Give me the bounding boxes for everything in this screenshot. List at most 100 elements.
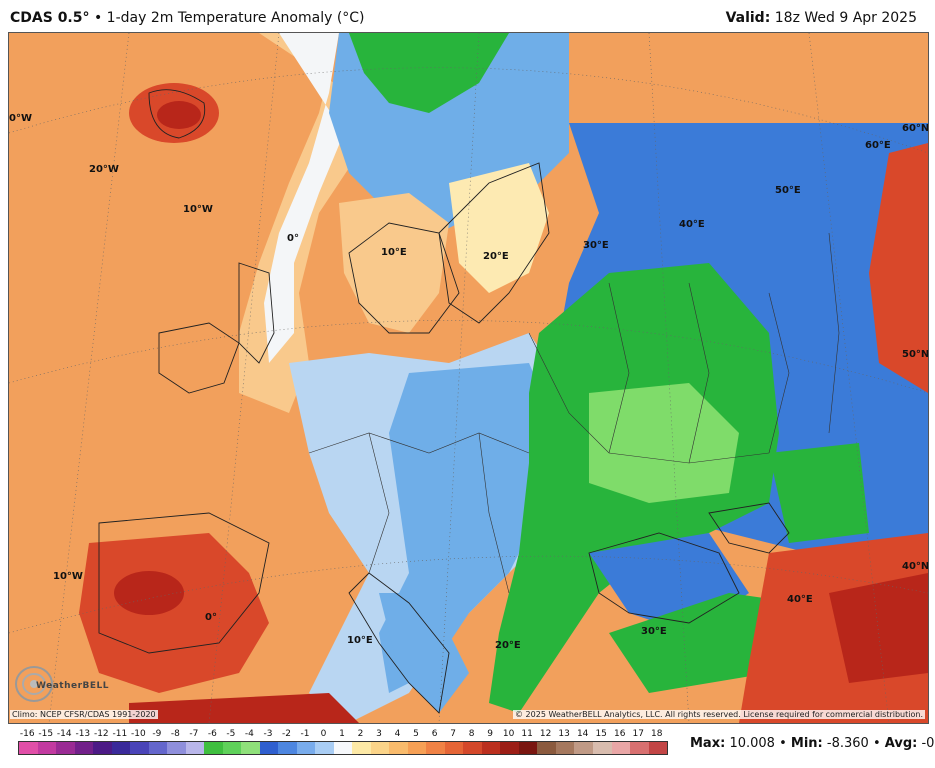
colorbar-tick-label: 12 (539, 729, 552, 739)
colorbar-swatch (111, 742, 131, 754)
colorbar-swatch (93, 742, 112, 754)
colorbar-tick-label: -13 (75, 729, 91, 739)
colorbar-tick-label: -11 (112, 729, 128, 739)
stats-separator-2: • (872, 736, 881, 751)
label-lon-50e: 50°E (775, 185, 801, 196)
colorbar-tick-label: -12 (93, 729, 109, 739)
colorbar-tick-label: -1 (300, 729, 310, 739)
label-lon-40e-north: 40°E (679, 219, 705, 230)
colorbar-swatch (74, 742, 94, 754)
colorbar-tick-label: 16 (613, 729, 626, 739)
colorbar-swatch (537, 742, 556, 754)
east-russia-warm (869, 143, 928, 393)
label-lat-50n: 50°N (902, 349, 929, 360)
label-lon-30e-south: 30°E (641, 626, 667, 637)
max-value: 10.008 (729, 736, 775, 751)
iberia-red (79, 533, 269, 693)
colorbar-swatch (389, 742, 408, 754)
logo-text: WeatherBELL (36, 681, 110, 691)
model-name: CDAS 0.5° (10, 10, 90, 26)
map-canvas (9, 33, 928, 723)
label-lon-20e-north: 20°E (483, 251, 509, 262)
stats-readout: Max: 10.008 • Min: -8.360 • Avg: -0.132 (690, 736, 935, 751)
max-label: Max: (690, 736, 726, 751)
colorbar-legend: -16 -15 -14 -13 -12 -11 -10 -9 -8 -7 -6 -5 -4 -3 -2 -1 0… (18, 729, 668, 761)
colorbar-tick-label: 17 (632, 729, 644, 739)
colorbar-swatch (444, 742, 464, 754)
label-lat-40n: 40°N (902, 561, 929, 572)
colorbar-tick-label: -8 (170, 729, 180, 739)
italy-blue (379, 593, 469, 713)
min-label: Min: (790, 736, 823, 751)
colorbar-swatch (592, 742, 612, 754)
label-lon-20w: 20°W (89, 164, 119, 175)
colorbar-tick-label: -3 (263, 729, 273, 739)
label-lon-0w: 0°W (9, 113, 32, 124)
anomaly-map: 0°W 20°W 10°W 0° 10°E 20°E 30°E 40°E 50°… (8, 32, 929, 724)
weatherbell-logo: WeatherBELL (12, 662, 109, 706)
colorbar-swatch (204, 742, 223, 754)
label-lat-60n: 60°N (902, 123, 929, 134)
colorbar-tick-label: 14 (576, 729, 589, 739)
colorbar-swatch (222, 742, 242, 754)
north-africa-red (129, 693, 359, 723)
colorbar-swatch (463, 742, 482, 754)
colorbar-swatch (315, 742, 334, 754)
colorbar-swatch (407, 742, 427, 754)
colorbar-swatch (370, 742, 390, 754)
colorbar-swatch (130, 742, 149, 754)
colorbar-tick-label: -10 (130, 729, 146, 739)
colorbar-tick-label: 2 (357, 729, 364, 739)
colorbar-tick-label: 18 (651, 729, 663, 739)
colorbar-tick-label: 6 (431, 729, 438, 739)
colorbar-swatch (241, 742, 260, 754)
colorbar-swatch (37, 742, 57, 754)
norway-warm (339, 193, 449, 333)
colorbar-swatch (426, 742, 445, 754)
climo-note: Climo: NCEP CFSR/CDAS 1991-2020 (10, 710, 158, 719)
stats-separator-1: • (779, 736, 787, 751)
colorbar-tick-label: -6 (207, 729, 217, 739)
valid-time: Valid: 18z Wed 9 Apr 2025 (726, 10, 917, 26)
colorbar-swatch (148, 742, 168, 754)
label-lon-60e: 60°E (865, 140, 891, 151)
colorbar-swatch (56, 742, 75, 754)
colorbar-swatch (167, 742, 186, 754)
colorbar-tick-label: -5 (226, 729, 236, 739)
copyright-note: © 2025 WeatherBELL Analytics, LLC. All r… (513, 710, 925, 719)
colorbar-tick-label: 4 (394, 729, 401, 739)
colorbar-swatch (185, 742, 205, 754)
colorbar-tick-labels: -16 -15 -14 -13 -12 -11 -10 -9 -8 -7 -6 -5 -4 -3 -2 -1 0… (18, 729, 668, 741)
colorbar-swatch (259, 742, 279, 754)
label-lon-0-south: 0° (205, 612, 217, 623)
map-title: CDAS 0.5° • 1-day 2m Temperature Anomaly… (10, 10, 365, 26)
colorbar-swatch (555, 742, 575, 754)
label-lon-10w-south: 10°W (53, 571, 83, 582)
colorbar-tick-label: 13 (558, 729, 570, 739)
product-name: 1-day 2m Temperature Anomaly (°C) (106, 10, 365, 26)
colorbar-swatch (481, 742, 501, 754)
label-lon-20e-south: 20°E (495, 640, 521, 651)
label-lon-0-north: 0° (287, 233, 299, 244)
colorbar-tick-label: 3 (376, 729, 382, 739)
colorbar-swatch (296, 742, 316, 754)
sweden-pale (449, 163, 549, 293)
colorbar-tick-label: 0 (320, 729, 327, 739)
colorbar-tick-label: -16 (19, 729, 35, 739)
colorbar-tick-label: -7 (189, 729, 199, 739)
valid-value: 18z Wed 9 Apr 2025 (774, 10, 917, 26)
colorbar-swatch (278, 742, 297, 754)
middle-east-core (829, 573, 928, 683)
ukraine-light-green (589, 383, 739, 503)
colorbar-swatch (352, 742, 371, 754)
coastlines (98, 89, 790, 714)
colorbar-tick-label: 1 (339, 729, 345, 739)
colorbar-tick-label: -14 (56, 729, 72, 739)
colorbar-tick-label: 15 (595, 729, 607, 739)
colorbar-tick-label: -2 (281, 729, 291, 739)
colorbar-swatch (648, 742, 668, 754)
arctic-green (349, 33, 509, 113)
colorbar-swatch (611, 742, 631, 754)
iberia-core (114, 571, 184, 615)
graticule (9, 33, 928, 723)
